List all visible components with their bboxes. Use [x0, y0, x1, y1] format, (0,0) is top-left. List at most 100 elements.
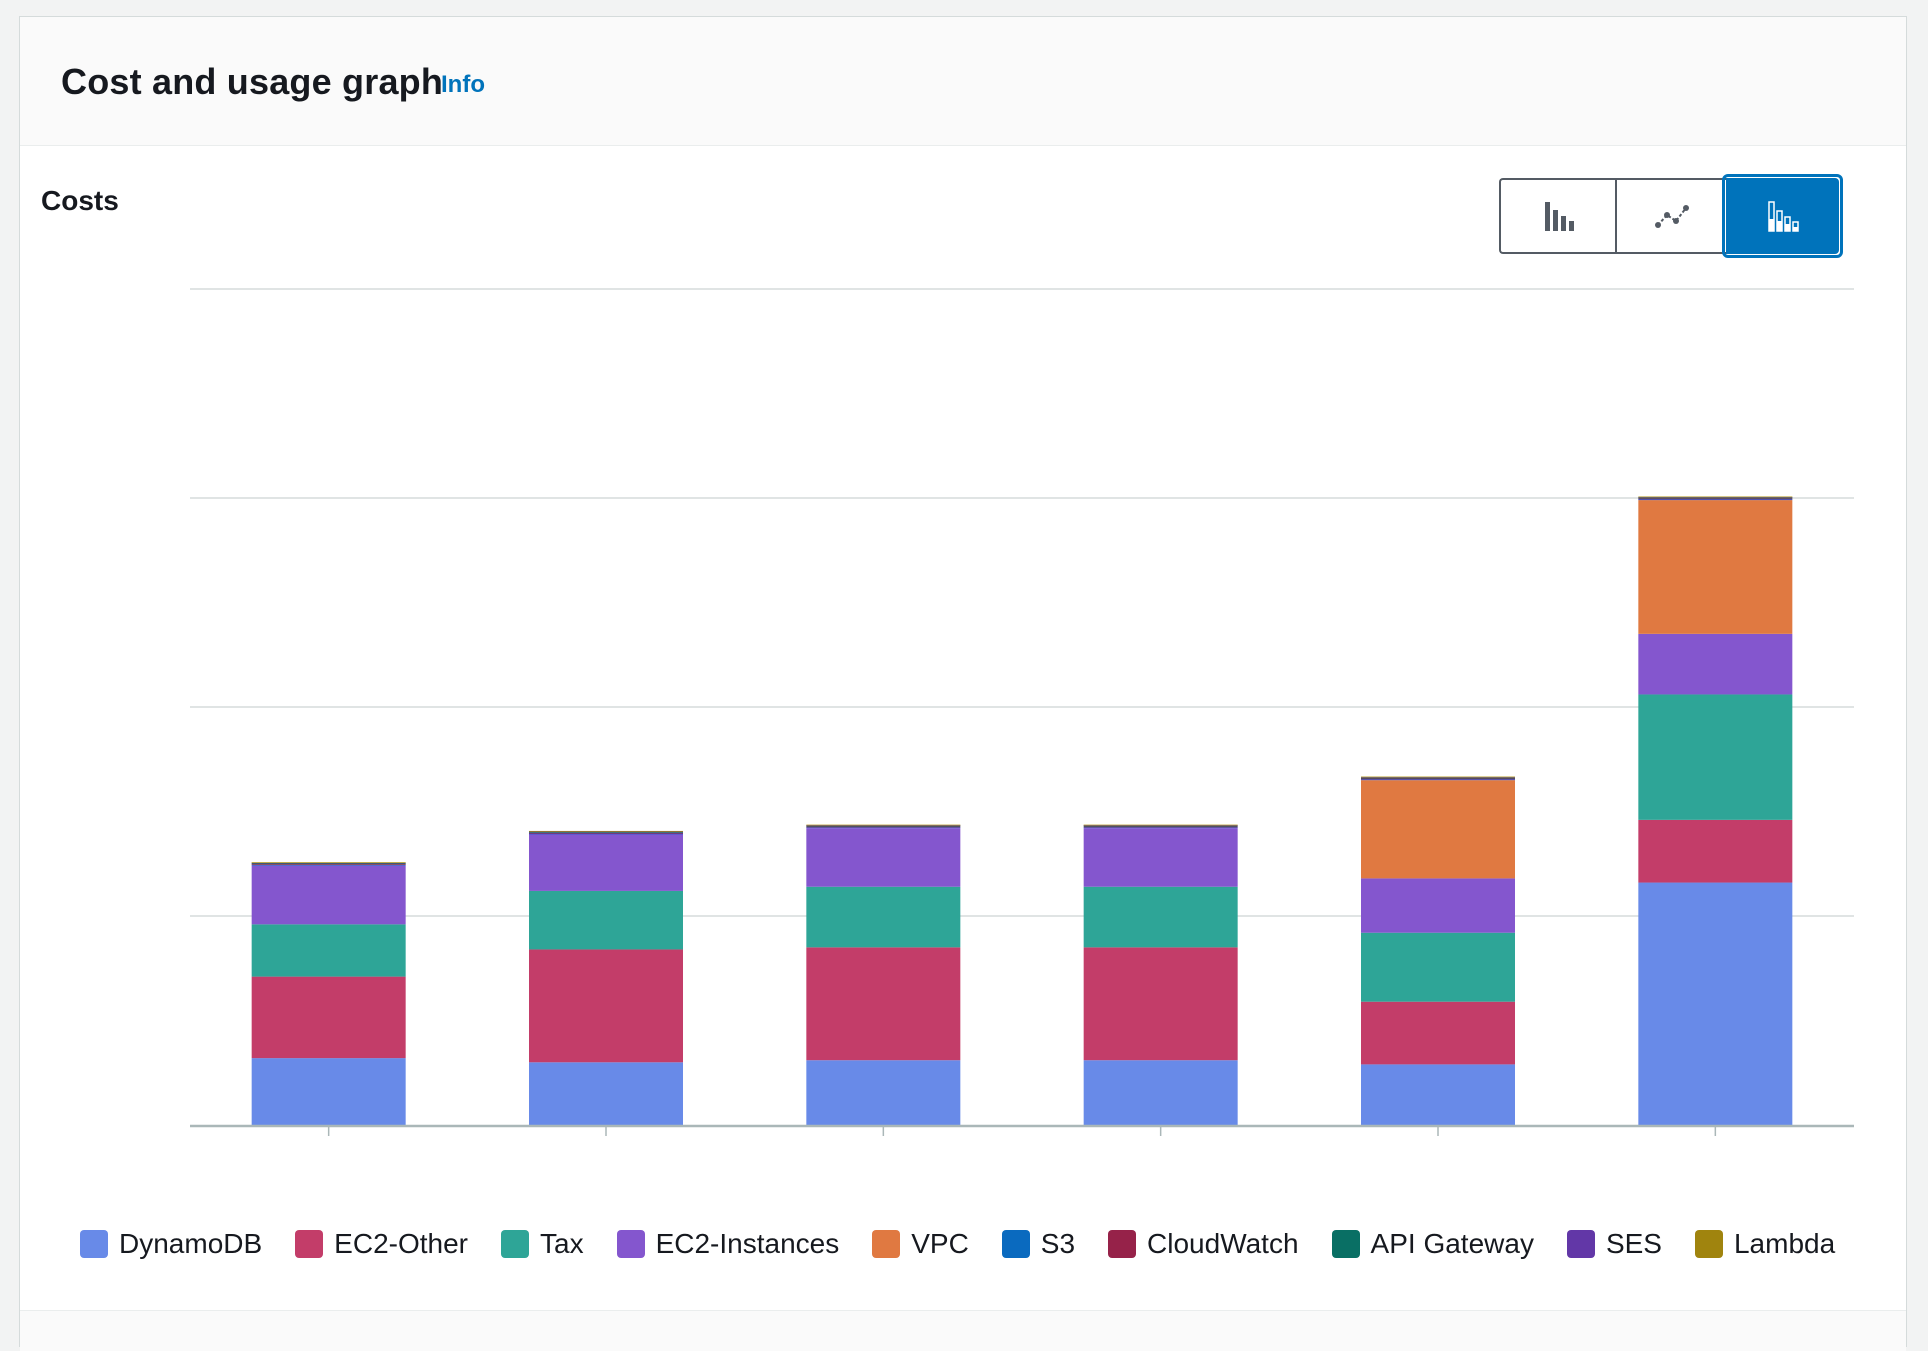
stacked-bar-chart-icon	[1767, 201, 1799, 232]
bar-segment-ses[interactable]	[1083, 825, 1238, 826]
bar-segment-lambda[interactable]	[806, 824, 961, 826]
bar-segment-api-gateway[interactable]	[529, 831, 683, 833]
legend-item-s3[interactable]: S3	[1001, 1228, 1076, 1260]
legend-item-api-gateway[interactable]: API Gateway	[1331, 1228, 1534, 1260]
bar-segment-ses[interactable]	[806, 825, 961, 826]
legend-item-ec2-instances[interactable]: EC2-Instances	[616, 1228, 840, 1260]
bar-segment-ec2-other[interactable]	[806, 947, 961, 1061]
legend-swatch	[80, 1230, 108, 1258]
bar-segment-s3[interactable]	[1361, 779, 1515, 781]
bar-segment-dynamodb[interactable]	[1083, 1060, 1238, 1125]
legend-label: EC2-Instances	[655, 1228, 840, 1259]
legend-label: VPC	[911, 1228, 969, 1259]
line-chart-toggle-button[interactable]	[1615, 178, 1727, 254]
bar-segment-tax[interactable]	[251, 924, 406, 977]
legend-item-vpc[interactable]: VPC	[872, 1228, 969, 1260]
bar-segment-tax[interactable]	[1638, 694, 1793, 820]
bar-segment-s3[interactable]	[1083, 827, 1238, 829]
costs-title: Costs	[41, 185, 119, 216]
bars	[251, 496, 1793, 1125]
bar-segment-tax[interactable]	[1361, 932, 1515, 1002]
bar-segment-cloudwatch[interactable]	[529, 832, 683, 834]
bar-segment-ec2-other[interactable]	[1361, 1001, 1515, 1065]
bar-segment-ec2-other[interactable]	[1083, 947, 1238, 1061]
bar-segment-dynamodb[interactable]	[1638, 882, 1793, 1125]
legend-swatch	[1694, 1230, 1723, 1258]
legend-swatch	[1001, 1230, 1030, 1258]
legend-item-dynamodb[interactable]: DynamoDB	[80, 1228, 262, 1260]
bar-chart-icon	[1544, 202, 1574, 231]
bar-segment-api-gateway[interactable]	[1083, 825, 1238, 827]
bar-segment-ec2-instances[interactable]	[1361, 878, 1515, 933]
bar-segment-ses[interactable]	[1361, 777, 1515, 778]
bar-segment-lambda[interactable]	[1361, 776, 1515, 778]
bar-segment-s3[interactable]	[806, 827, 961, 829]
bar-segment-tax[interactable]	[1083, 886, 1238, 948]
bar-segment-ec2-other[interactable]	[1638, 819, 1793, 883]
bar-segment-s3[interactable]	[1638, 499, 1793, 501]
bar-segment-cloudwatch[interactable]	[1083, 826, 1238, 828]
legend-item-ses[interactable]: SES	[1566, 1228, 1662, 1260]
bar-segment-lambda[interactable]	[251, 862, 406, 864]
legend-swatch	[501, 1230, 529, 1258]
bar-chart-toggle-button[interactable]	[1499, 178, 1616, 254]
bar-segment-cloudwatch[interactable]	[1638, 498, 1793, 500]
bar-segment-api-gateway[interactable]	[1638, 497, 1793, 499]
legend-swatch	[872, 1230, 901, 1258]
bar-segment-api-gateway[interactable]	[806, 825, 961, 827]
stacked-bar-chart-toggle-button[interactable]	[1726, 178, 1839, 254]
bar-segment-dynamodb[interactable]	[1361, 1064, 1515, 1125]
legend-label: Tax	[540, 1228, 584, 1259]
bar-segment-ses[interactable]	[1638, 496, 1793, 498]
legend-label: API Gateway	[1370, 1228, 1534, 1259]
bar-segment-ec2-other[interactable]	[529, 949, 683, 1063]
bar-segment-ec2-instances[interactable]	[1083, 828, 1238, 887]
legend-item-ec2-other[interactable]: EC2-Other	[295, 1228, 468, 1260]
line-chart-icon	[1655, 205, 1689, 228]
bar-segment-cloudwatch[interactable]	[251, 864, 406, 865]
legend-swatch	[616, 1230, 645, 1258]
legend-label: DynamoDB	[119, 1228, 263, 1259]
legend-label: S3	[1040, 1228, 1076, 1259]
bar-segment-ec2-instances[interactable]	[806, 828, 961, 887]
legend-item-lambda[interactable]: Lambda	[1694, 1228, 1836, 1260]
bar-segment-ec2-instances[interactable]	[1638, 633, 1793, 695]
chart-legend: DynamoDB EC2-Other Tax EC2-Instances VPC S3 Cl…	[80, 1228, 1868, 1260]
x-axis	[190, 1124, 1854, 1136]
bar-segment-cloudwatch[interactable]	[1361, 778, 1515, 780]
legend-item-cloudwatch[interactable]: CloudWatch	[1108, 1228, 1299, 1260]
bar-segment-tax[interactable]	[806, 886, 961, 948]
bar-segment-ses[interactable]	[529, 831, 683, 833]
bar-segment-s3[interactable]	[251, 864, 406, 866]
legend-swatch	[295, 1230, 324, 1258]
panel-header: Cost and usage graph Info	[20, 17, 1906, 146]
bar-segment-ec2-instances[interactable]	[251, 865, 406, 925]
legend-item-tax[interactable]: Tax	[501, 1228, 584, 1260]
legend-label: CloudWatch	[1147, 1228, 1299, 1259]
bar-segment-dynamodb[interactable]	[251, 1058, 406, 1125]
panel-title: Cost and usage graph	[61, 61, 444, 102]
bar-segment-ec2-instances[interactable]	[529, 834, 683, 891]
legend-label: SES	[1605, 1228, 1662, 1259]
bar-segment-api-gateway[interactable]	[1361, 777, 1515, 779]
bar-segment-vpc[interactable]	[1361, 780, 1515, 879]
bar-segment-dynamodb[interactable]	[806, 1060, 961, 1125]
bar-segment-api-gateway[interactable]	[251, 863, 406, 865]
bar-segment-dynamodb[interactable]	[529, 1062, 683, 1125]
bar-segment-lambda[interactable]	[1638, 496, 1793, 498]
bar-segment-lambda[interactable]	[529, 830, 683, 832]
bar-segment-tax[interactable]	[529, 890, 683, 950]
bar-segment-vpc[interactable]	[1638, 500, 1793, 634]
bar-segment-ec2-other[interactable]	[251, 976, 406, 1059]
legend-swatch	[1331, 1230, 1360, 1258]
bar-segment-ses[interactable]	[251, 862, 406, 864]
info-link[interactable]: Info	[441, 71, 485, 98]
gridlines	[190, 288, 1854, 917]
legend-label: EC2-Other	[334, 1228, 468, 1259]
bar-segment-lambda[interactable]	[1083, 824, 1238, 826]
legend-swatch	[1108, 1230, 1137, 1258]
bar-segment-cloudwatch[interactable]	[806, 826, 961, 828]
bar-segment-s3[interactable]	[529, 833, 683, 835]
legend-label: Lambda	[1733, 1228, 1836, 1259]
